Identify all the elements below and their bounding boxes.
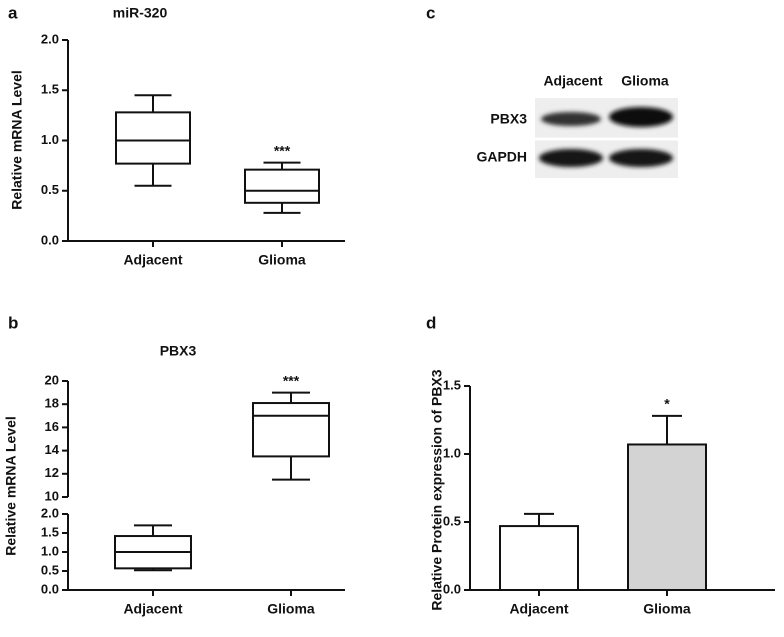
blot-band (539, 149, 603, 167)
blot-row: PBX3 (490, 111, 527, 127)
y-tick-label: 1.0 (41, 543, 59, 558)
blot-column: Glioma (621, 73, 669, 89)
chart-title: miR-320 (113, 5, 168, 21)
y-tick-label: 0.0 (41, 581, 59, 596)
x-tick-label: Adjacent (509, 601, 568, 617)
panel-label: b (8, 313, 18, 332)
y-tick-label: 10 (45, 488, 59, 503)
y-tick-label: 2.0 (41, 31, 59, 46)
y-axis-label: Relative mRNA Level (9, 70, 25, 210)
x-tick-label: Glioma (258, 252, 306, 268)
y-tick-label: 0.0 (443, 581, 461, 596)
y-axis-label: Relative mRNA Level (3, 416, 19, 556)
significance: *** (283, 372, 300, 388)
y-tick-label: 1.0 (41, 132, 59, 147)
y-tick-label: 0.5 (41, 182, 59, 197)
y-tick-label: 1.5 (41, 524, 59, 539)
blot-band (609, 149, 673, 167)
y-tick-label: 18 (45, 396, 59, 411)
y-tick-label: 20 (45, 372, 59, 387)
y-tick-label: 0.5 (443, 513, 461, 528)
x-tick-label: Glioma (643, 601, 691, 617)
blot-band (541, 112, 601, 126)
box (252, 402, 330, 458)
bar (627, 443, 707, 592)
blot-column: Adjacent (543, 73, 602, 89)
panel-label: c (426, 3, 435, 22)
y-tick-label: 1.5 (443, 377, 461, 392)
y-tick-label: 0.0 (41, 232, 59, 247)
bar (499, 525, 579, 592)
blot-row: GAPDH (476, 149, 527, 165)
x-tick-label: Adjacent (123, 601, 182, 617)
y-tick-label: 16 (45, 419, 59, 434)
box (115, 111, 191, 165)
y-tick-label: 1.5 (41, 82, 59, 97)
significance: *** (274, 142, 291, 158)
panel-label: d (426, 313, 436, 332)
y-tick-label: 1.0 (443, 445, 461, 460)
y-tick-label: 2.0 (41, 505, 59, 520)
chart-title: PBX3 (160, 343, 197, 359)
significance: * (664, 396, 670, 412)
blot-band (609, 107, 673, 127)
y-tick-label: 0.5 (41, 562, 59, 577)
x-tick-label: Glioma (267, 601, 315, 617)
box (244, 168, 320, 204)
y-tick-label: 12 (45, 465, 59, 480)
y-tick-label: 14 (45, 442, 60, 457)
y-axis-label: Relative Protein expression of PBX3 (429, 369, 445, 610)
x-tick-label: Adjacent (123, 252, 182, 268)
panel-label: a (8, 3, 18, 22)
